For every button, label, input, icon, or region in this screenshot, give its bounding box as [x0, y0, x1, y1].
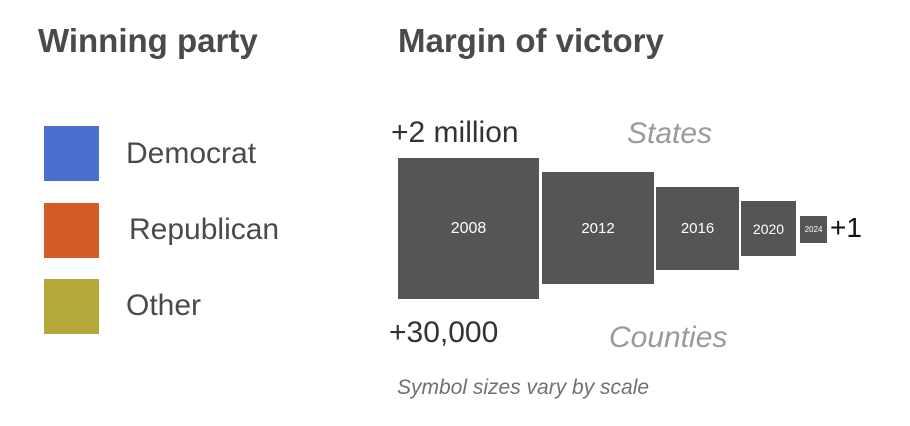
other-label: Other — [126, 289, 202, 322]
year-label-2024: 2024 — [804, 225, 823, 234]
winning-party-heading: Winning party — [38, 22, 258, 59]
year-symbol-2020: 2020 — [741, 201, 796, 256]
states-label: States — [627, 117, 713, 150]
democrat-label: Democrat — [126, 137, 257, 170]
year-symbol-2016: 2016 — [656, 187, 739, 270]
counties-label: Counties — [609, 321, 728, 354]
states-max-label: +2 million — [391, 116, 519, 149]
democrat-swatch — [44, 126, 99, 181]
year-label-2012: 2012 — [581, 219, 615, 237]
year-symbol-2024: 2024 — [800, 216, 827, 243]
republican-swatch — [44, 203, 99, 258]
year-label-2020: 2020 — [752, 220, 785, 237]
year-symbol-2008: 2008 — [398, 158, 539, 299]
min-margin-label: +1 — [830, 212, 862, 243]
republican-label: Republican — [129, 213, 280, 246]
symbol-size-note: Symbol sizes vary by scale — [397, 376, 650, 399]
year-symbol-2012: 2012 — [542, 172, 654, 284]
margin-of-victory-heading: Margin of victory — [398, 22, 664, 59]
year-label-2008: 2008 — [450, 219, 487, 237]
year-label-2016: 2016 — [680, 220, 715, 237]
other-swatch — [44, 279, 99, 334]
counties-max-label: +30,000 — [389, 316, 499, 349]
